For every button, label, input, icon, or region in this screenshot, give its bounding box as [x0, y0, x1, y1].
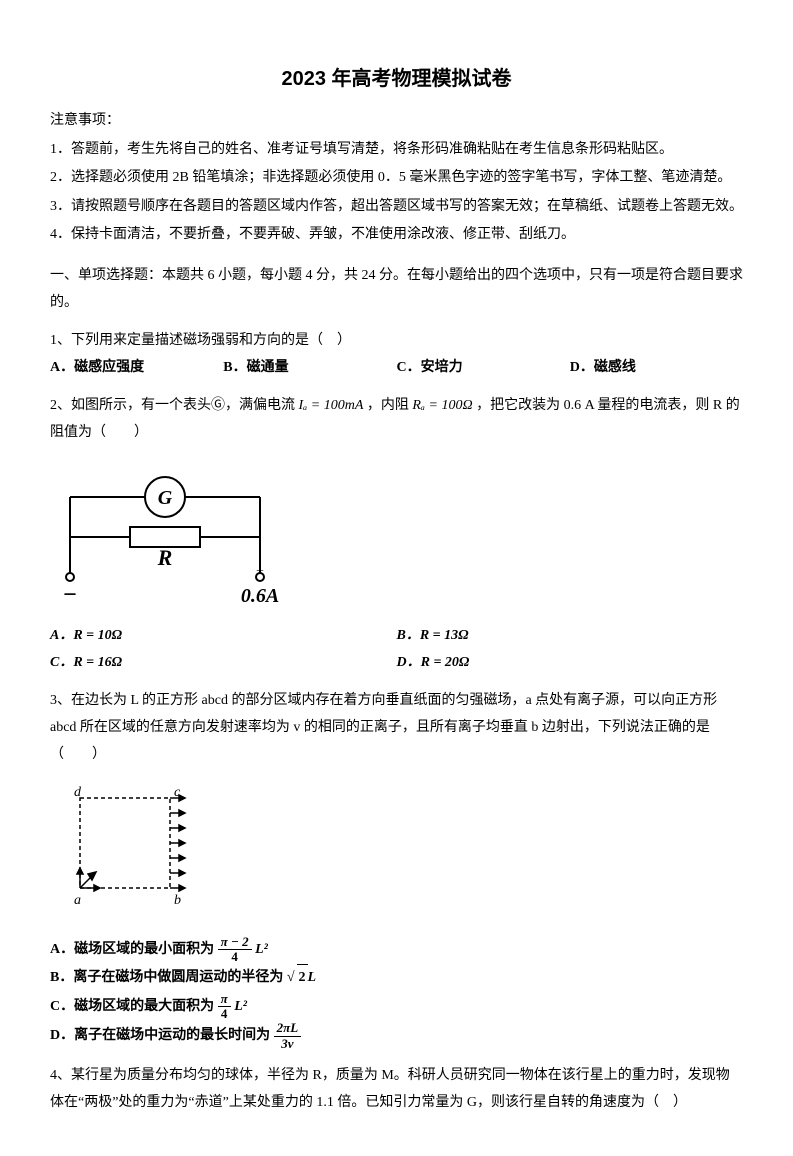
question-1: 1、下列用来定量描述磁场强弱和方向的是（ ） A．磁感应强度 B．磁通量 C．安… — [50, 328, 743, 381]
frac-num: π − 2 — [218, 935, 252, 950]
frac-den: 4 — [218, 1007, 231, 1021]
q2-c-text: C．R = 16Ω — [50, 655, 122, 670]
q2-stem-part: ，内阻 — [367, 398, 413, 413]
frac-den: 3v — [274, 1037, 302, 1051]
q1-option-a: A．磁感应强度 — [50, 355, 223, 382]
label-d: d — [74, 785, 82, 800]
instruction-item: 1．答题前，考生先将自己的姓名、准考证号填写清楚，将条形码准确粘贴在考生信息条形… — [50, 137, 743, 164]
q2-ra-eq: Rₐ = 100Ω — [412, 398, 472, 413]
sqrt-body: 2 — [297, 964, 308, 992]
q3-a-pre: A．磁场区域的最小面积为 — [50, 942, 218, 957]
q3-d-pre: D．离子在磁场中运动的最长时间为 — [50, 1028, 274, 1043]
q2-option-a: A．R = 10Ω — [50, 623, 397, 650]
q3-b-pre: B．离子在磁场中做圆周运动的半径为 — [50, 970, 287, 985]
instructions-heading: 注意事项： — [50, 108, 743, 135]
q3-option-d: D．离子在磁场中运动的最长时间为 2πL 3v — [50, 1021, 743, 1051]
q3-d-fraction: 2πL 3v — [274, 1021, 302, 1051]
instruction-item: 2．选择题必须使用 2B 铅笔填涂；非选择题必须使用 0．5 毫米黑色字迹的签字… — [50, 165, 743, 192]
section-1-heading: 一、单项选择题：本题共 6 小题，每小题 4 分，共 24 分。在每小题给出的四… — [50, 263, 743, 316]
q1-option-b: B．磁通量 — [223, 355, 396, 382]
instruction-item: 3．请按照题号顺序在各题目的答题区域内作答，超出答题区域书写的答案无效；在草稿纸… — [50, 194, 743, 221]
q3-a-fraction: π − 2 4 — [218, 935, 252, 965]
q2-stem: 2、如图所示，有一个表头Ⓖ，满偏电流 Iₐ = 100mA ，内阻 Rₐ = 1… — [50, 393, 743, 446]
exam-title: 2023 年高考物理模拟试卷 — [50, 60, 743, 98]
q2-option-d: D．R = 20Ω — [397, 650, 744, 677]
g-label: G — [158, 487, 173, 509]
q3-option-a: A．磁场区域的最小面积为 π − 2 4 L² — [50, 935, 743, 965]
frac-num: π — [218, 992, 231, 1007]
sqrt-symbol: √ — [287, 970, 295, 985]
plus-value: 0.6A — [241, 585, 279, 607]
r-label: R — [157, 545, 173, 570]
frac-num: 2πL — [274, 1021, 302, 1036]
q2-a-text: A．R = 10Ω — [50, 628, 122, 643]
q3-option-b: B．离子在磁场中做圆周运动的半径为 √2L — [50, 964, 743, 992]
label-b: b — [174, 893, 181, 908]
q2-stem-part: 2、如图所示，有一个表头Ⓖ，满偏电流 — [50, 398, 299, 413]
question-3: 3、在边长为 L 的正方形 abcd 的部分区域内存在着方向垂直纸面的匀强磁场，… — [50, 688, 743, 1051]
q3-c-fraction: π 4 — [218, 992, 231, 1022]
label-a: a — [74, 893, 81, 908]
q4-stem: 4、某行星为质量分布均匀的球体，半径为 R，质量为 M。科研人员研究同一物体在该… — [50, 1063, 743, 1116]
q2-ia-eq: Iₐ = 100mA — [299, 398, 364, 413]
minus-terminal: − — [63, 582, 77, 607]
q3-c-pre: C．磁场区域的最大面积为 — [50, 999, 218, 1014]
frac-den: 4 — [218, 950, 252, 964]
instructions-block: 注意事项： 1．答题前，考生先将自己的姓名、准考证号填写清楚，将条形码准确粘贴在… — [50, 108, 743, 249]
question-4: 4、某行星为质量分布均匀的球体，半径为 R，质量为 M。科研人员研究同一物体在该… — [50, 1063, 743, 1116]
plus-terminal: + — [256, 564, 264, 579]
q2-d-text: D．R = 20Ω — [397, 655, 470, 670]
q3-c-post: L² — [234, 999, 247, 1014]
q2-circuit-diagram: G R − + 0.6A — [50, 457, 743, 618]
q2-option-b: B．R = 13Ω — [397, 623, 744, 650]
q3-square-diagram: d c a b — [50, 778, 743, 929]
q2-b-text: B．R = 13Ω — [397, 628, 469, 643]
q1-stem: 1、下列用来定量描述磁场强弱和方向的是（ ） — [50, 328, 743, 355]
q2-option-c: C．R = 16Ω — [50, 650, 397, 677]
q3-stem: 3、在边长为 L 的正方形 abcd 的部分区域内存在着方向垂直纸面的匀强磁场，… — [50, 688, 743, 768]
instruction-item: 4．保持卡面清洁，不要折叠，不要弄破、弄皱，不准使用涂改液、修正带、刮纸刀。 — [50, 222, 743, 249]
question-2: 2、如图所示，有一个表头Ⓖ，满偏电流 Iₐ = 100mA ，内阻 Rₐ = 1… — [50, 393, 743, 676]
q1-option-c: C．安培力 — [397, 355, 570, 382]
q1-option-d: D．磁感线 — [570, 355, 743, 382]
q3-a-post: L² — [255, 942, 268, 957]
q3-b-post: L — [308, 970, 317, 985]
q3-option-c: C．磁场区域的最大面积为 π 4 L² — [50, 992, 743, 1022]
